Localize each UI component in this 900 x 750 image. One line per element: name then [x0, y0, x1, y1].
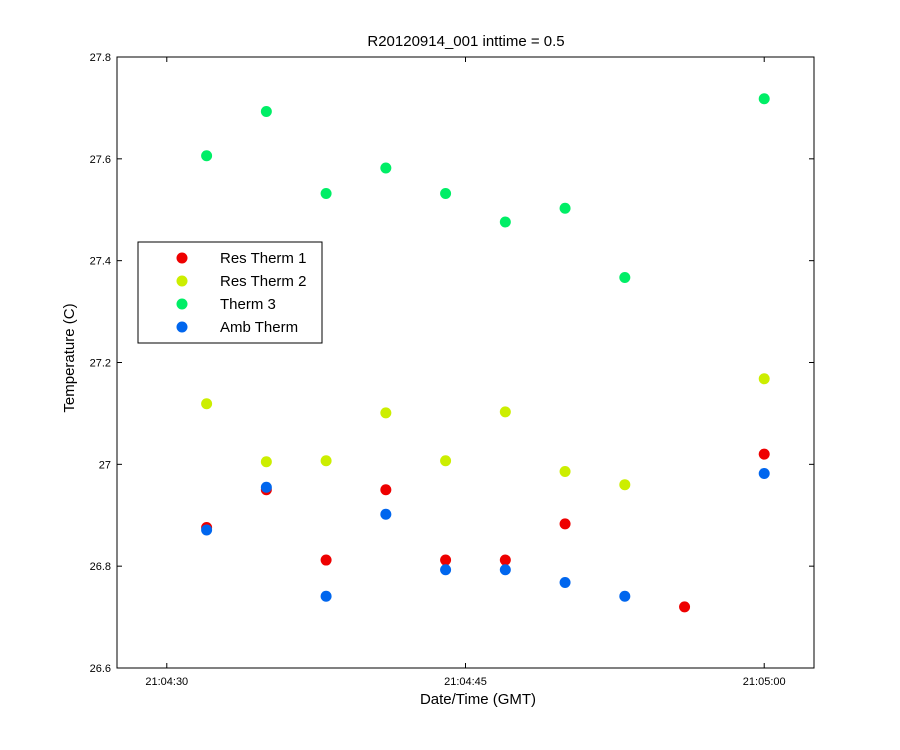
data-point	[201, 524, 213, 536]
data-point	[758, 467, 770, 479]
y-tick-label: 26.6	[90, 663, 111, 675]
data-point	[619, 590, 631, 602]
legend-label: Amb Therm	[220, 319, 298, 336]
legend-marker	[176, 252, 188, 264]
data-point	[499, 406, 511, 418]
legend-marker	[176, 298, 188, 310]
series-points	[201, 93, 770, 283]
data-point	[499, 554, 511, 566]
data-point	[619, 479, 631, 491]
data-point	[320, 590, 332, 602]
data-point	[320, 455, 332, 467]
data-point	[758, 448, 770, 460]
legend-box	[137, 241, 323, 344]
data-point	[440, 554, 452, 566]
series-points	[201, 467, 770, 602]
y-tick-label: 27.4	[90, 256, 111, 268]
data-point	[499, 564, 511, 576]
x-tick-label: 21:04:45	[444, 676, 487, 688]
x-axis-title: Date/Time (GMT)	[420, 691, 536, 708]
legend-marker	[176, 321, 188, 333]
legend: Res Therm 1 Res Therm 2 Therm 3 Amb Therm	[137, 241, 323, 344]
data-point	[380, 407, 392, 419]
data-point	[260, 481, 272, 493]
plot-area	[116, 56, 815, 669]
legend-label: Therm 3	[220, 296, 276, 313]
data-point	[380, 484, 392, 496]
x-tick-label: 21:04:30	[145, 676, 188, 688]
y-tick-label: 26.8	[90, 561, 111, 573]
data-point	[758, 373, 770, 385]
y-tick-label: 27.6	[90, 154, 111, 166]
legend-label: Res Therm 2	[220, 273, 306, 290]
data-point	[440, 187, 452, 199]
x-tick-label: 21:05:00	[743, 676, 786, 688]
data-point	[380, 162, 392, 174]
legend-marker	[176, 275, 188, 287]
data-point	[201, 150, 213, 162]
data-point	[619, 271, 631, 283]
data-point	[559, 465, 571, 477]
data-point	[201, 398, 213, 410]
data-point	[559, 576, 571, 588]
y-tick-label: 27.8	[90, 52, 111, 64]
data-point	[320, 187, 332, 199]
y-tick-label: 27.2	[90, 358, 111, 370]
data-point	[559, 518, 571, 530]
data-point	[758, 93, 770, 105]
data-point	[380, 508, 392, 520]
data-point	[260, 105, 272, 117]
data-point	[679, 601, 691, 613]
data-point	[499, 216, 511, 228]
data-point	[440, 455, 452, 467]
series-points	[201, 373, 770, 491]
y-axis: 26.6 26.8 27 27.2 27.4 27.6 27.8	[90, 52, 814, 675]
legend-label: Res Therm 1	[220, 250, 306, 267]
data-point	[440, 564, 452, 576]
chart-title: R20120914_001 inttime = 0.5	[367, 33, 564, 50]
y-axis-title: Temperature (C)	[61, 303, 78, 412]
x-axis: 21:04:30 21:04:45 21:05:00	[145, 57, 786, 688]
data-points	[201, 93, 770, 613]
data-point	[260, 456, 272, 468]
y-tick-label: 27	[99, 459, 111, 471]
data-point	[559, 202, 571, 214]
data-point	[320, 554, 332, 566]
